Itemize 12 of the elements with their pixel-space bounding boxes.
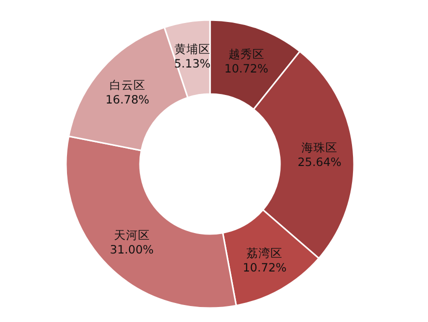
slice-label: 海珠区 [302,140,338,155]
data-label: 25.64% [298,155,342,170]
data-label: 31.00% [110,242,154,256]
data-label: 10.72% [224,61,268,76]
slice-label: 越秀区 [228,46,264,61]
slice-label: 天河区 [114,228,150,242]
slice-label: 黄埔区 [174,42,210,56]
slice-label: 白云区 [109,78,146,92]
data-label: 10.72% [242,260,287,275]
slice-label: 荔湾区 [246,246,283,260]
data-label: 16.78% [105,92,150,106]
data-label: 5.13% [174,56,211,70]
